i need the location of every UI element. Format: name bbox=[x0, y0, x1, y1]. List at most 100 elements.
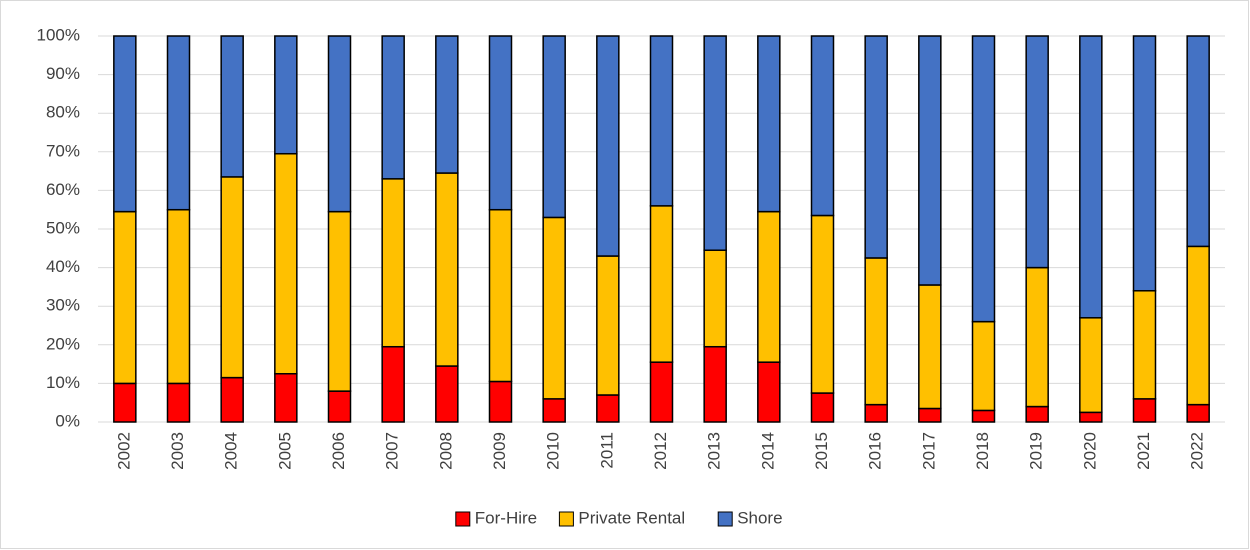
bar-segment bbox=[542, 35, 566, 219]
y-tick-label: 20% bbox=[46, 334, 80, 353]
bar-segment bbox=[918, 284, 942, 410]
bar-segment bbox=[1132, 290, 1157, 400]
bar-segment bbox=[703, 345, 727, 423]
y-tick-label: 50% bbox=[46, 218, 80, 237]
x-tick-label: 2014 bbox=[758, 432, 777, 470]
legend-label: Shore bbox=[737, 508, 782, 527]
y-tick-label: 10% bbox=[46, 373, 80, 392]
bar-segment bbox=[1079, 317, 1103, 414]
x-tick-label: 2013 bbox=[705, 432, 724, 470]
bar-segment bbox=[274, 35, 298, 155]
legend-label: For-Hire bbox=[475, 508, 537, 527]
bar-segment bbox=[810, 35, 835, 217]
bar-segment bbox=[971, 35, 996, 323]
bar-segment bbox=[757, 210, 781, 363]
bar-segment bbox=[649, 35, 674, 207]
legend-swatch bbox=[717, 511, 733, 527]
bar-segment bbox=[274, 373, 298, 423]
x-tick-label: 2022 bbox=[1188, 432, 1207, 470]
x-tick-label: 2010 bbox=[544, 432, 563, 470]
bar-segment bbox=[113, 35, 137, 213]
y-tick-label: 80% bbox=[46, 103, 80, 122]
bar-segment bbox=[971, 409, 996, 423]
bar-segment bbox=[703, 249, 727, 348]
x-tick-label: 2016 bbox=[866, 432, 885, 470]
x-tick-label: 2015 bbox=[812, 432, 831, 470]
bar-segment bbox=[1025, 266, 1049, 408]
bar-segment bbox=[113, 382, 137, 423]
bar-segment bbox=[1079, 411, 1103, 423]
x-tick-label: 2017 bbox=[919, 432, 938, 470]
x-tick-label: 2007 bbox=[383, 432, 402, 470]
bar-segment bbox=[166, 382, 191, 423]
legend-label: Private Rental bbox=[578, 508, 685, 527]
bar-segment bbox=[220, 376, 244, 423]
bar-segment bbox=[703, 35, 727, 251]
bar-segment bbox=[864, 403, 888, 423]
x-tick-label: 2021 bbox=[1134, 432, 1153, 470]
bar-segment bbox=[1025, 405, 1049, 423]
x-tick-label: 2019 bbox=[1027, 432, 1046, 470]
bar-segment bbox=[488, 380, 513, 423]
bar-segment bbox=[1186, 403, 1210, 423]
bar-segment bbox=[488, 208, 513, 383]
bar-segment bbox=[542, 216, 566, 400]
bar-segment bbox=[596, 255, 620, 396]
bar-segment bbox=[918, 407, 942, 423]
bar-segment bbox=[220, 35, 244, 178]
bar-segment bbox=[757, 35, 781, 213]
y-tick-label: 70% bbox=[46, 141, 80, 160]
bar-segment bbox=[488, 35, 513, 211]
bar-segment bbox=[381, 35, 405, 180]
legend-swatch bbox=[455, 511, 471, 527]
bar-segment bbox=[810, 214, 835, 394]
bar-segment bbox=[381, 345, 405, 423]
bar-segment bbox=[1132, 35, 1157, 292]
bar-segment bbox=[971, 320, 996, 412]
y-tick-label: 90% bbox=[46, 64, 80, 83]
x-tick-label: 2003 bbox=[168, 432, 187, 470]
bar-segment bbox=[757, 361, 781, 423]
bar-segment bbox=[220, 176, 244, 379]
bar-segment bbox=[435, 35, 459, 174]
bar-segment bbox=[1186, 245, 1210, 406]
bar-segment bbox=[596, 394, 620, 423]
x-tick-label: 2006 bbox=[329, 432, 348, 470]
x-tick-label: 2005 bbox=[275, 432, 294, 470]
bar-segment bbox=[918, 35, 942, 286]
bar-segment bbox=[166, 208, 191, 385]
bar-segment bbox=[542, 398, 566, 423]
bar-segment bbox=[327, 390, 352, 423]
bar-segment bbox=[1025, 35, 1049, 269]
bar-segment bbox=[435, 172, 459, 367]
x-tick-label: 2004 bbox=[222, 432, 241, 470]
bar-segment bbox=[864, 257, 888, 406]
bar-segment bbox=[649, 205, 674, 363]
bar-segment bbox=[166, 35, 191, 211]
x-tick-label: 2008 bbox=[436, 432, 455, 470]
legend-swatch bbox=[558, 511, 574, 527]
y-tick-label: 40% bbox=[46, 257, 80, 276]
bar-segment bbox=[274, 152, 298, 375]
y-tick-label: 0% bbox=[55, 411, 80, 430]
x-tick-label: 2002 bbox=[114, 432, 133, 470]
x-tick-label: 2009 bbox=[490, 432, 509, 470]
bar-segment bbox=[381, 178, 405, 348]
bar-segment bbox=[596, 35, 620, 257]
bar-segment bbox=[113, 210, 137, 385]
x-tick-label: 2011 bbox=[597, 432, 616, 469]
y-tick-label: 60% bbox=[46, 180, 80, 199]
x-tick-label: 2012 bbox=[651, 432, 670, 470]
bar-segment bbox=[327, 35, 352, 213]
bar-segment bbox=[1132, 398, 1157, 423]
y-tick-label: 100% bbox=[37, 25, 80, 44]
bar-segment bbox=[649, 361, 674, 423]
y-tick-label: 30% bbox=[46, 296, 80, 315]
bar-segment bbox=[810, 392, 835, 423]
bar-segment bbox=[864, 35, 888, 259]
bar-segment bbox=[435, 365, 459, 423]
bar-segment bbox=[1186, 35, 1210, 248]
x-tick-label: 2018 bbox=[973, 432, 992, 470]
bar-segment bbox=[1079, 35, 1103, 319]
